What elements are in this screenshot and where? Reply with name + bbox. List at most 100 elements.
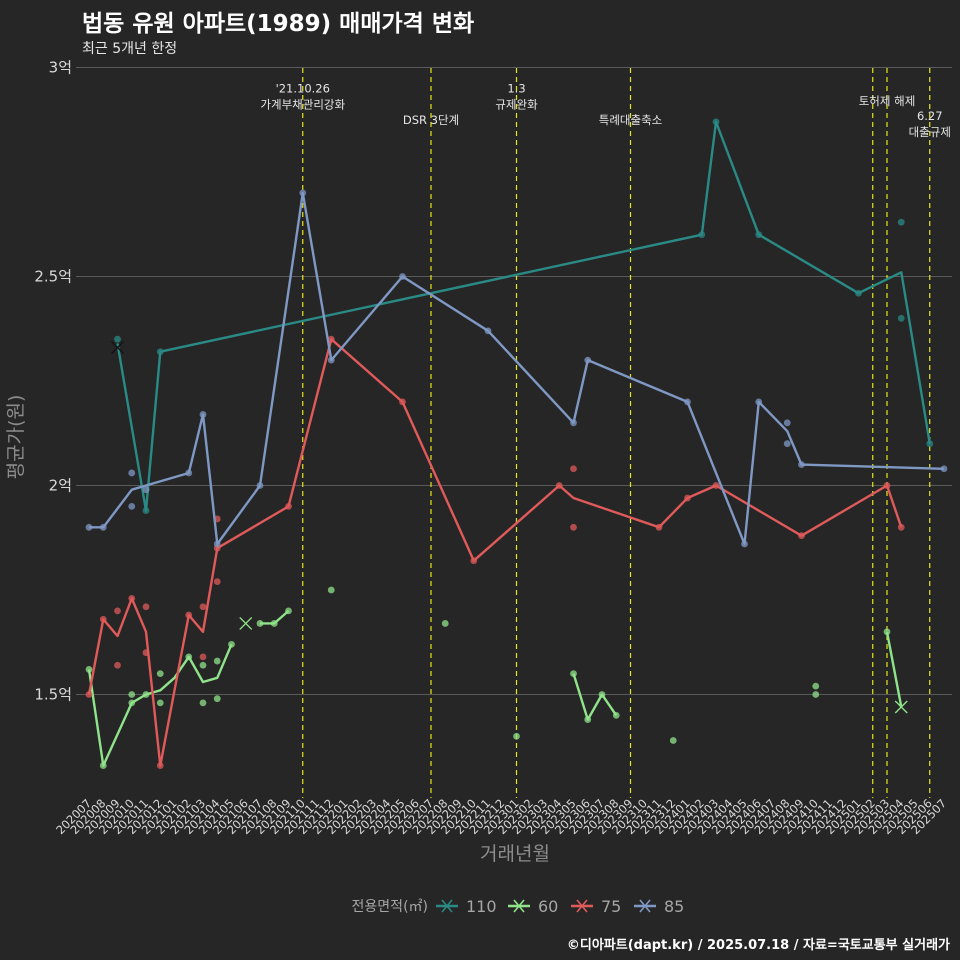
data-point-85	[85, 523, 93, 531]
data-point-60	[199, 661, 207, 669]
legend: 전용면적(㎡) 110 60 75 85	[352, 897, 685, 916]
series-85	[85, 189, 948, 548]
data-point-85	[213, 540, 221, 548]
data-point-85	[399, 273, 406, 280]
data-point-85	[783, 419, 791, 427]
data-point-85	[783, 440, 791, 448]
legend-cross-85	[639, 899, 651, 913]
data-point-75	[199, 603, 207, 611]
data-point-60	[128, 691, 136, 698]
data-point-75	[798, 532, 805, 540]
y-tick-label: 2억	[49, 477, 72, 495]
legend-label-75: 75	[601, 897, 621, 916]
event-label: 규제완화	[495, 98, 538, 112]
data-point-60	[156, 670, 164, 677]
caption: ©디아파트(dapt.kr) / 2025.07.18 / 자료=국토교통부 실…	[566, 938, 950, 953]
data-point-60	[883, 628, 891, 636]
y-tick-label: 3억	[49, 59, 72, 77]
data-point-85	[142, 486, 150, 494]
event-label: DSR 3단계	[403, 113, 459, 127]
x-axis-label: 거래년월	[480, 843, 550, 865]
data-point-85	[484, 327, 492, 335]
legend-cross-60	[513, 899, 525, 913]
data-point-110	[897, 314, 905, 322]
data-point-60	[99, 762, 107, 769]
data-point-110	[897, 218, 905, 226]
series-60	[85, 586, 908, 769]
data-point-75	[897, 523, 905, 531]
data-point-75	[114, 661, 121, 669]
data-point-75	[114, 607, 121, 615]
data-point-60	[441, 620, 449, 627]
data-point-75	[156, 762, 164, 769]
legend-label-110: 110	[466, 897, 497, 916]
data-point-75	[684, 494, 691, 502]
data-point-60	[612, 712, 620, 719]
data-point-110	[855, 289, 862, 297]
series-line-75	[87, 338, 903, 767]
legend-cross-75	[576, 899, 588, 913]
data-point-110	[698, 231, 706, 239]
legend-label-60: 60	[538, 897, 558, 916]
data-point-85	[299, 189, 307, 197]
data-point-60	[85, 666, 93, 673]
data-point-85	[99, 523, 107, 531]
data-point-60	[156, 699, 164, 707]
data-point-60	[285, 607, 292, 615]
series-75	[85, 335, 905, 769]
data-point-75	[470, 557, 478, 565]
data-point-75	[99, 615, 107, 623]
data-point-60	[812, 682, 820, 690]
data-point-85	[741, 540, 748, 548]
data-point-75	[85, 691, 93, 698]
cross-marker-60	[239, 616, 253, 630]
data-point-85	[128, 503, 136, 510]
data-point-75	[555, 482, 563, 489]
series-layer	[85, 118, 948, 769]
data-point-60	[570, 670, 577, 677]
series-line-85	[89, 191, 945, 546]
data-point-85	[327, 356, 335, 364]
data-point-75	[128, 594, 136, 602]
event-label: 1.3	[507, 82, 525, 96]
data-point-85	[584, 356, 592, 364]
data-point-85	[755, 398, 763, 406]
data-point-110	[114, 335, 121, 343]
data-point-110	[142, 507, 150, 514]
legend-title: 전용면적(㎡)	[352, 899, 428, 915]
data-point-75	[213, 578, 221, 586]
data-point-60	[128, 699, 136, 707]
series-line-60	[885, 631, 903, 708]
y-tick-labels: 1.5억 2억 2.5억 3억	[34, 59, 72, 704]
data-point-75	[199, 653, 207, 661]
data-point-60	[270, 620, 278, 627]
data-point-75	[655, 523, 663, 531]
data-point-110	[755, 231, 763, 239]
data-point-60	[513, 732, 520, 740]
data-point-75	[327, 335, 335, 343]
event-label: 6.27	[917, 109, 943, 123]
series-line-60	[87, 643, 233, 767]
data-point-60	[584, 716, 592, 723]
legend-label-85: 85	[664, 897, 684, 916]
data-point-110	[926, 440, 934, 448]
data-point-60	[256, 620, 264, 627]
data-point-75	[570, 523, 577, 531]
event-label: 가계부채관리강화	[260, 98, 345, 112]
series-110	[111, 118, 934, 514]
data-point-85	[199, 411, 207, 418]
data-point-85	[128, 469, 136, 477]
y-tick-label: 1.5억	[34, 686, 72, 704]
y-axis-label: 평균가(원)	[5, 395, 27, 480]
event-label: 토허제 해제	[859, 94, 916, 108]
data-point-75	[399, 398, 406, 406]
y-tick-label: 2.5억	[34, 268, 72, 286]
data-point-60	[812, 691, 820, 698]
data-point-60	[185, 653, 193, 661]
data-point-60	[228, 640, 235, 648]
series-line-60	[572, 673, 618, 721]
data-point-110	[712, 118, 720, 126]
